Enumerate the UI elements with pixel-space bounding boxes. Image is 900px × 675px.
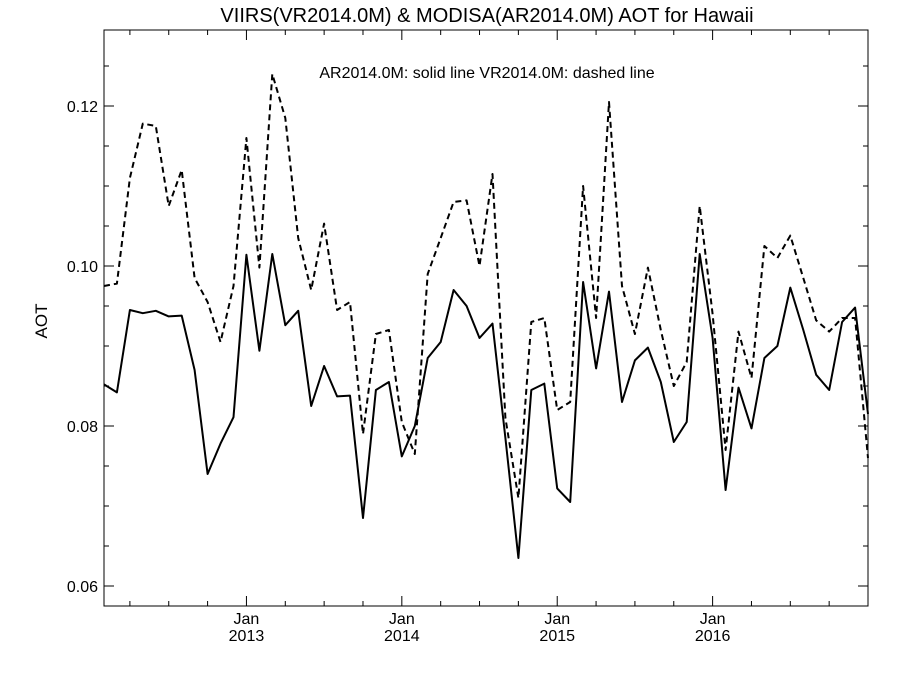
x-tick-month-label: Jan (544, 611, 570, 628)
x-tick-year-label: 2014 (384, 628, 420, 645)
series-line-vr2014-0m (103, 73, 869, 499)
x-tick-year-label: 2013 (229, 628, 265, 645)
y-tick-label: 0.08 (67, 419, 98, 436)
y-axis-label: AOT (32, 304, 51, 339)
x-tick-month-label: Jan (389, 611, 415, 628)
x-tick-year-label: 2015 (539, 628, 575, 645)
legend-annotation: AR2014.0M: solid line VR2014.0M: dashed … (319, 65, 654, 82)
plot-frame (103, 29, 869, 607)
x-tick-month-label: Jan (700, 611, 726, 628)
x-tick-year-label: 2016 (695, 628, 731, 645)
series-line-ar2014-0m (103, 253, 869, 559)
chart-title: VIIRS(VR2014.0M) & MODISA(AR2014.0M) AOT… (220, 5, 753, 27)
y-tick-label: 0.06 (67, 579, 98, 596)
y-tick-label: 0.10 (67, 259, 98, 276)
x-tick-month-label: Jan (234, 611, 260, 628)
y-tick-label: 0.12 (67, 99, 98, 116)
